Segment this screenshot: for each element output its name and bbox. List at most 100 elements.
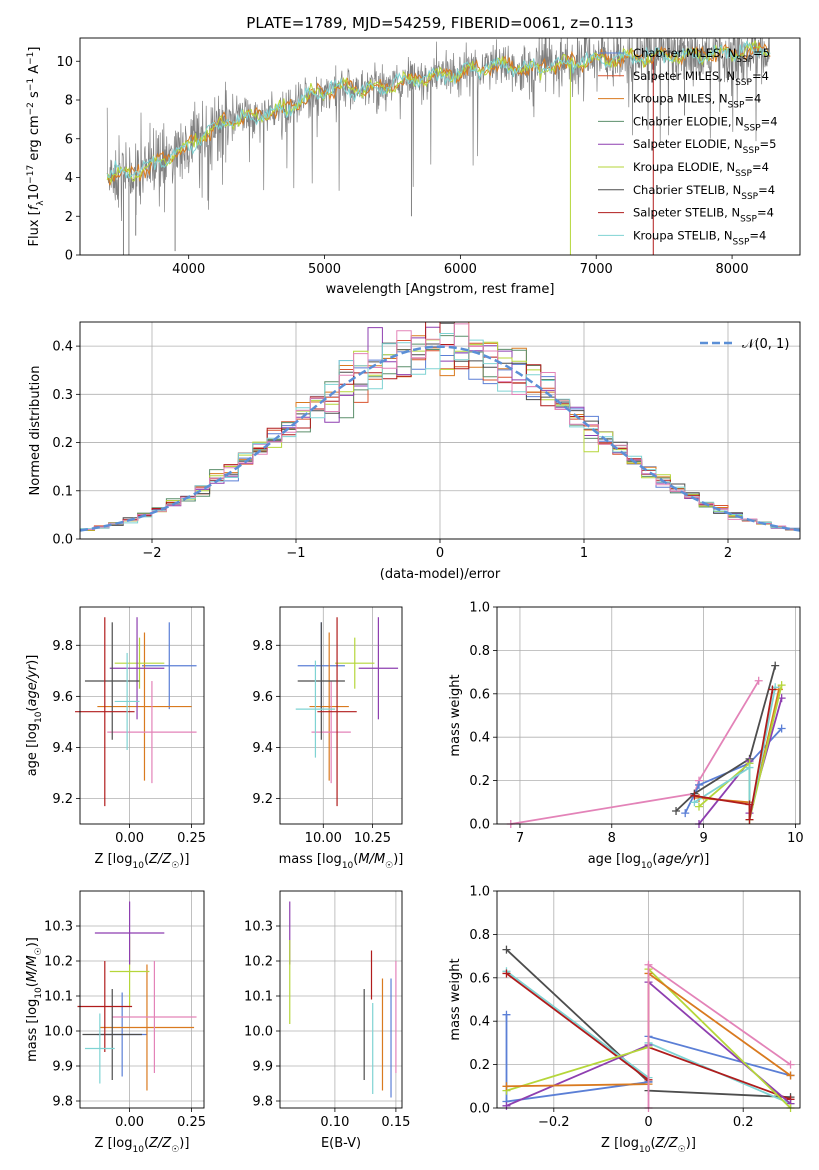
label-part: Kroupa STELIB, N	[633, 228, 733, 242]
y-tick-label: 10.2	[44, 955, 73, 970]
label-part: ☉	[34, 947, 44, 955]
mass-weight-line	[693, 687, 777, 820]
legend-label: Kroupa MILES, NSSP=4	[633, 92, 761, 111]
y-axis-label: age [log10(age/yr)]	[25, 655, 44, 777]
mass-weight-line	[510, 680, 760, 825]
y-tick-label: 0.8	[469, 644, 490, 659]
mass-weight-marker	[771, 661, 780, 670]
y-tick-label: 9.6	[252, 690, 273, 705]
mass-weight-marker	[502, 1082, 511, 1091]
legend-label: Chabrier MILES, NSSP=5	[633, 46, 770, 65]
legend-label: Chabrier STELIB, NSSP=4	[633, 183, 775, 202]
label-part: age/yr	[25, 663, 40, 706]
axes-residuals: −2 −1 0 1 2 0.0 0.1 0.2 0.3 0.4 𝒩(0, 1) (data-model…	[28, 321, 801, 582]
mass-weight-marker	[502, 1101, 511, 1110]
label-part: f	[27, 203, 42, 210]
mass-weight-marker	[502, 1010, 511, 1019]
mass-weight-marker	[745, 815, 754, 824]
y-tick-label: 1.0	[469, 885, 490, 900]
axes-frame	[79, 321, 801, 540]
label-part: −1	[26, 52, 36, 65]
y-tick-label: 9.6	[52, 690, 73, 705]
figure-title: PLATE=1789, MJD=54259, FIBERID=0061, z=0…	[246, 14, 633, 32]
label-part: SSP	[728, 101, 745, 111]
y-tick-label: 0.0	[469, 1102, 490, 1117]
label-part: SSP	[736, 55, 753, 65]
axes-frame	[279, 606, 403, 825]
label-part: )]	[179, 852, 189, 867]
y-tick-label: 9.8	[52, 1095, 73, 1110]
label-part: )]	[393, 852, 403, 867]
axes-mass_weight_vs_Z: −0.2 0 0.2 0.0 0.2 0.4 0.6 0.8 1.0 Z [log10(Z/Z☉)…	[448, 885, 801, 1155]
label-part: E(B-V)	[321, 1136, 361, 1151]
label-part: =5	[760, 137, 777, 151]
x-axis-label: Z [log10(Z/Z☉)]	[601, 1136, 696, 1155]
x-tick-label: 1	[580, 546, 588, 561]
label-part: )]	[699, 852, 709, 867]
mass-weight-line	[675, 665, 777, 812]
x-tick-label: 10.25	[354, 831, 391, 846]
label-part: SSP	[735, 78, 752, 88]
x-tick-label: 8000	[716, 262, 749, 277]
label-part: ]	[27, 47, 42, 52]
mass-weight-marker	[786, 1071, 795, 1080]
y-tick-label: 9.4	[252, 741, 273, 756]
mass-weight-marker	[502, 945, 511, 954]
legend-label: Kroupa ELODIE, NSSP=4	[633, 160, 769, 179]
y-tick-label: 0.6	[469, 971, 490, 986]
x-axis-label: Z [log10(Z/Z☉)]	[95, 1136, 190, 1155]
label-part: 10	[639, 1145, 651, 1155]
mass-weight-line	[694, 689, 774, 820]
label-part: =4	[758, 183, 775, 197]
x-tick-label: 0.25	[177, 1115, 206, 1130]
label-part: Chabrier STELIB, N	[633, 183, 741, 197]
x-tick-label: 10.00	[305, 831, 342, 846]
y-tick-label: 0.8	[469, 928, 490, 943]
label-part: age/yr	[657, 852, 700, 867]
y-tick-label: 0.0	[52, 533, 73, 548]
label-part: Kroupa ELODIE, N	[633, 160, 735, 174]
legend-label: Salpeter MILES, NSSP=4	[633, 69, 769, 88]
label-part: )]	[179, 1136, 189, 1151]
y-tick-label: 9.2	[252, 792, 273, 807]
label-part: =4	[761, 114, 778, 128]
label-part: SSP	[744, 123, 761, 133]
mass-weight-marker	[786, 1060, 795, 1069]
label-part: (	[650, 1136, 655, 1151]
legend-label: 𝒩(0, 1)	[742, 337, 789, 352]
y-tick-label: 8	[65, 94, 73, 109]
x-tick-label: 0	[436, 546, 444, 561]
label-part: Chabrier ELODIE, N	[633, 114, 744, 128]
label-part: SSP	[740, 215, 757, 225]
mass-weight-marker	[745, 763, 754, 772]
label-part: erg cm	[27, 115, 42, 164]
label-part: =4	[752, 69, 769, 83]
label-part: 10	[342, 861, 354, 871]
y-tick-label: 0.2	[469, 774, 490, 789]
label-part: SSP	[735, 169, 752, 179]
label-part: SSP	[741, 192, 758, 202]
x-tick-label: −0.2	[538, 1115, 570, 1130]
x-tick-label: 4000	[172, 262, 205, 277]
label-part: =4	[744, 92, 761, 106]
label-part: =4	[757, 206, 774, 220]
axes-mass_vs_ebv: 0.10 0.15 9.8 9.9 10.0 10.1 10.2 10.3 E(B-V)	[244, 890, 410, 1151]
label-part: 10	[132, 1145, 144, 1155]
x-axis-label: mass [log10(M/M☉)]	[279, 852, 404, 871]
label-part: Z/Z	[148, 852, 172, 867]
axes-frame	[496, 606, 801, 825]
legend-label: Salpeter STELIB, NSSP=4	[633, 206, 774, 225]
label-part: Z [log	[95, 1136, 133, 1151]
legend-label: Kroupa STELIB, NSSP=4	[633, 228, 766, 247]
x-axis-label: wavelength [Angstrom, rest frame]	[326, 282, 555, 297]
x-tick-label: 0.25	[177, 831, 206, 846]
y-tick-label: 10.3	[44, 920, 73, 935]
label-part: =4	[752, 160, 769, 174]
y-tick-label: 10	[56, 55, 73, 70]
label-part: M/M	[25, 955, 40, 982]
y-tick-label: 6	[65, 132, 73, 147]
label-part: )]	[686, 1136, 696, 1151]
mass-weight-line	[698, 689, 780, 820]
label-part: −2	[26, 102, 36, 115]
